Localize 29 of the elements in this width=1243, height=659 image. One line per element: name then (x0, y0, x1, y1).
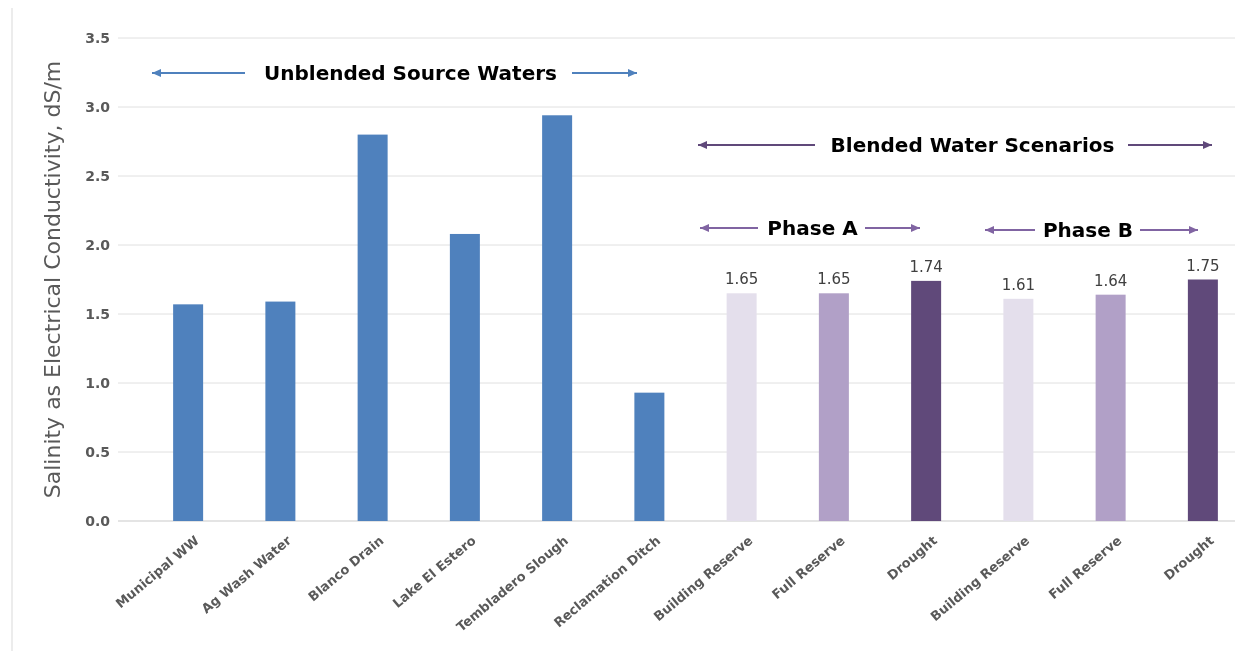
bar (1095, 294, 1126, 521)
data-label: 1.64 (1093, 271, 1128, 290)
bar (357, 134, 388, 521)
y-tick-label: 0.0 (85, 512, 111, 529)
data-label: 1.65 (724, 270, 759, 289)
data-label: 1.74 (909, 257, 943, 276)
bar (818, 293, 849, 521)
bar (449, 233, 480, 521)
y-tick-label: 1.5 (85, 305, 110, 322)
y-tick-label: 1.0 (85, 374, 111, 391)
data-label: 1.65 (817, 270, 851, 289)
y-tick-label: 2.0 (85, 236, 111, 253)
bar (173, 304, 204, 521)
bar (911, 280, 942, 521)
y-tick-label: 0.5 (85, 443, 110, 460)
bar (542, 115, 573, 521)
y-tick-label: 2.5 (85, 167, 110, 184)
y-tick-label: 3.5 (85, 29, 110, 46)
data-label: 1.61 (1001, 275, 1036, 294)
bar (634, 392, 665, 521)
bar (265, 301, 296, 521)
bar (1187, 279, 1218, 521)
annotation: Phase A (767, 216, 859, 240)
annotation: Phase B (1042, 218, 1134, 242)
annotation: Unblended Source Waters (264, 61, 557, 85)
y-tick-label: 3.0 (85, 98, 111, 115)
y-axis-title: Salinity as Electrical Conductivity, dS/m (40, 60, 65, 499)
annotation: Blended Water Scenarios (830, 133, 1115, 157)
data-label: 1.75 (1186, 256, 1220, 275)
